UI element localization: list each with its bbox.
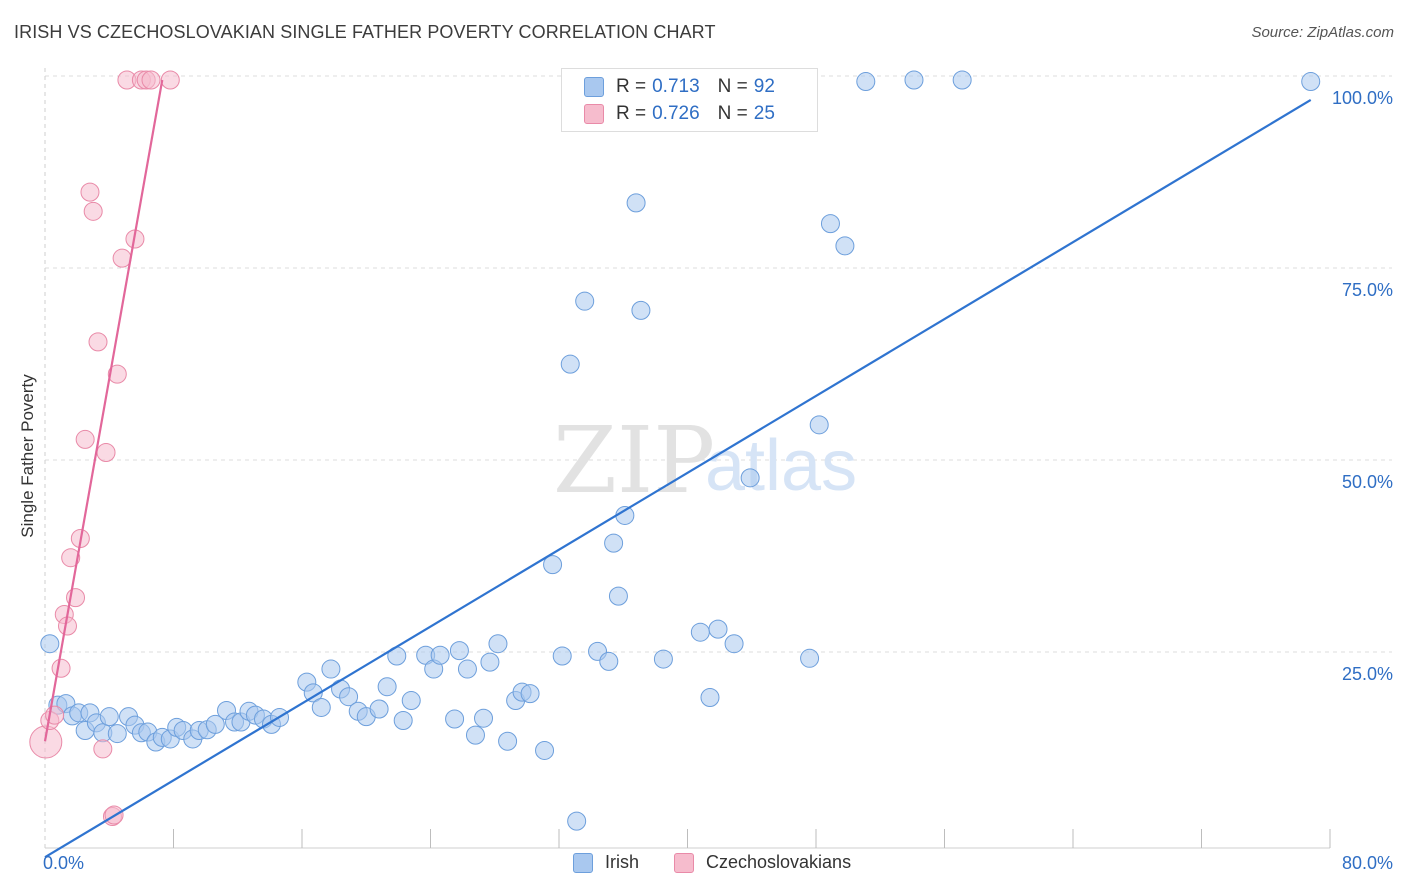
irish-point [535, 740, 555, 760]
czech-point [112, 248, 132, 268]
czech-point [96, 442, 116, 462]
irish-n-label: N = [717, 76, 748, 97]
irish-point [311, 697, 331, 717]
irish-point [401, 691, 421, 711]
irish-point [700, 687, 720, 707]
irish-point [835, 236, 855, 256]
irish-point [369, 699, 389, 719]
czech-n-label: N = [717, 103, 748, 124]
series-legend: Irish Czechoslovakians [0, 852, 1406, 878]
czech-point [141, 70, 161, 90]
irish-legend-label: Irish [605, 852, 640, 872]
irish-point [690, 622, 710, 642]
irish-point [800, 648, 820, 668]
stats-legend: R = 0.713 N = 92 R = 0.726 N = 25 [561, 68, 818, 132]
irish-point [567, 811, 587, 831]
czech-r-value: 0.726 [652, 103, 700, 124]
irish-point [952, 70, 972, 90]
irish-n-value: 92 [753, 76, 775, 97]
czech-point [88, 332, 108, 352]
irish-trend-line [44, 99, 1312, 859]
irish-point [708, 619, 728, 639]
czech-point [107, 364, 127, 384]
irish-point [575, 291, 595, 311]
czech-r-label: R = [616, 103, 647, 124]
irish-point [377, 677, 397, 697]
czech-point [61, 548, 81, 568]
irish-point [40, 634, 60, 654]
irish-point [321, 659, 341, 679]
irish-point [520, 684, 540, 704]
gridlines [45, 75, 1392, 653]
czech-legend-label: Czechoslovakians [706, 852, 852, 872]
czech-n-value: 25 [753, 103, 775, 124]
irish-point [449, 641, 469, 661]
irish-point [631, 300, 651, 320]
irish-point [1301, 72, 1321, 92]
y-tick-label-1: 50.0% [1342, 472, 1393, 492]
irish-point [608, 586, 628, 606]
czech-point [75, 429, 95, 449]
czech-point [93, 739, 113, 759]
irish-point [604, 533, 624, 553]
irish-point [430, 645, 450, 665]
irish-point [465, 725, 485, 745]
irish-point [480, 652, 500, 672]
irish-point [856, 72, 876, 92]
irish-point [474, 708, 494, 728]
legend-row-irish: R = 0.713 N = 92 [584, 74, 775, 100]
chart-title: IRISH VS CZECHOSLOVAKIAN SINGLE FATHER P… [14, 22, 716, 42]
y-tick-label-3: 100.0% [1332, 88, 1393, 108]
irish-point [339, 687, 359, 707]
irish-point [560, 354, 580, 374]
irish-swatch [584, 77, 604, 97]
irish-point [303, 683, 323, 703]
czech-legend-swatch [674, 852, 694, 873]
irish-point [626, 193, 646, 213]
irish-point [498, 731, 518, 751]
y-tick-label-0: 25.0% [1342, 664, 1393, 684]
irish-point [543, 555, 563, 575]
y-tick-label-2: 75.0% [1342, 280, 1393, 300]
irish-point [820, 214, 840, 234]
czech-trend-line [43, 79, 164, 742]
czech-point [80, 182, 100, 202]
watermark-atlas: atlas [705, 426, 857, 506]
czech-point [83, 201, 103, 221]
irish-r-value: 0.713 [652, 76, 700, 97]
irish-point [904, 70, 924, 90]
irish-point [205, 714, 225, 734]
czech-point [51, 658, 71, 678]
irish-point [107, 724, 127, 744]
irish-point [99, 707, 119, 727]
irish-point [653, 649, 673, 669]
irish-legend-swatch [573, 852, 593, 873]
x-tick-label-max: 80.0% [1342, 853, 1393, 873]
legend-item-irish[interactable]: Irish [573, 852, 639, 873]
irish-point [809, 415, 829, 435]
irish-point [599, 651, 619, 671]
irish-point [445, 709, 465, 729]
irish-points [40, 70, 1321, 831]
irish-point [488, 634, 508, 654]
irish-point [393, 711, 413, 731]
irish-point [724, 634, 744, 654]
source-credit: Source: ZipAtlas.com [1251, 24, 1394, 41]
irish-point [457, 659, 477, 679]
czech-swatch [584, 104, 604, 124]
watermark-zip: ZIP [553, 407, 715, 514]
irish-point [552, 646, 572, 666]
legend-item-czech[interactable]: Czechoslovakians [674, 852, 851, 873]
irish-r-label: R = [616, 76, 647, 97]
x-tick-label-min: 0.0% [43, 853, 84, 873]
irish-point [740, 468, 760, 488]
legend-row-czech: R = 0.726 N = 25 [584, 101, 775, 127]
czech-point [160, 70, 180, 90]
